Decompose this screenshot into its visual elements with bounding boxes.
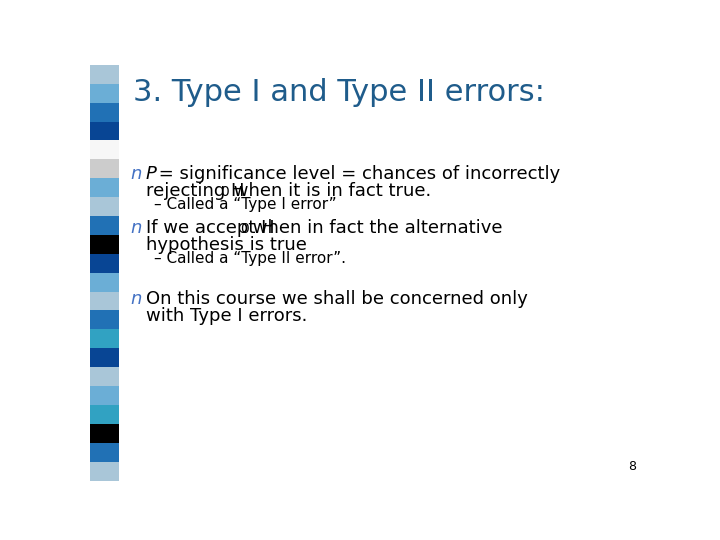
Bar <box>90 84 120 103</box>
Text: If we accept H: If we accept H <box>145 219 274 237</box>
Text: 0: 0 <box>220 185 229 199</box>
Text: = significance level = chances of incorrectly: = significance level = chances of incorr… <box>153 165 560 183</box>
Text: n: n <box>130 219 142 237</box>
Bar <box>90 140 120 159</box>
Text: P: P <box>145 165 157 183</box>
Text: 8: 8 <box>629 460 636 473</box>
Text: 3. Type I and Type II errors:: 3. Type I and Type II errors: <box>132 78 544 107</box>
Bar <box>90 367 120 386</box>
Text: when in fact the alternative: when in fact the alternative <box>248 219 503 237</box>
Bar <box>90 405 120 424</box>
Text: when it is in fact true.: when it is in fact true. <box>228 182 431 200</box>
Bar <box>90 122 120 140</box>
Bar <box>90 254 120 273</box>
Bar <box>90 292 120 310</box>
Text: 0: 0 <box>240 222 249 236</box>
Bar <box>90 329 120 348</box>
Bar <box>90 197 120 216</box>
Bar <box>90 310 120 329</box>
Bar <box>90 443 120 462</box>
Bar <box>90 65 120 84</box>
Text: hypothesis is true: hypothesis is true <box>145 236 307 254</box>
Text: On this course we shall be concerned only: On this course we shall be concerned onl… <box>145 289 528 308</box>
Bar <box>90 424 120 443</box>
Bar <box>90 462 120 481</box>
Bar <box>90 178 120 197</box>
Text: n: n <box>130 165 142 183</box>
Text: – Called a “Type I error”: – Called a “Type I error” <box>153 197 336 212</box>
Text: n: n <box>130 289 142 308</box>
Bar <box>90 348 120 367</box>
Text: with Type I errors.: with Type I errors. <box>145 307 307 325</box>
Bar <box>90 235 120 254</box>
Text: rejecting H: rejecting H <box>145 182 244 200</box>
Bar <box>90 159 120 178</box>
Text: – Called a “Type II error”.: – Called a “Type II error”. <box>153 251 346 266</box>
Bar <box>90 216 120 235</box>
Bar <box>90 273 120 292</box>
Bar <box>90 103 120 122</box>
Bar <box>90 386 120 405</box>
